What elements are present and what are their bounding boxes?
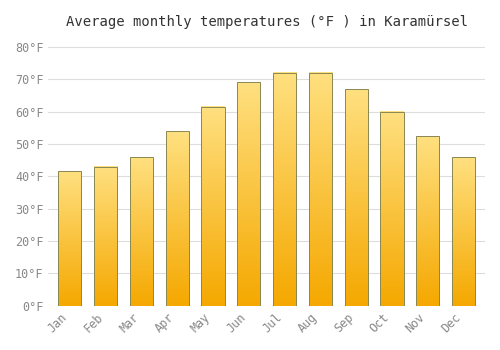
- Title: Average monthly temperatures (°F ) in Karamürsel: Average monthly temperatures (°F ) in Ka…: [66, 15, 468, 29]
